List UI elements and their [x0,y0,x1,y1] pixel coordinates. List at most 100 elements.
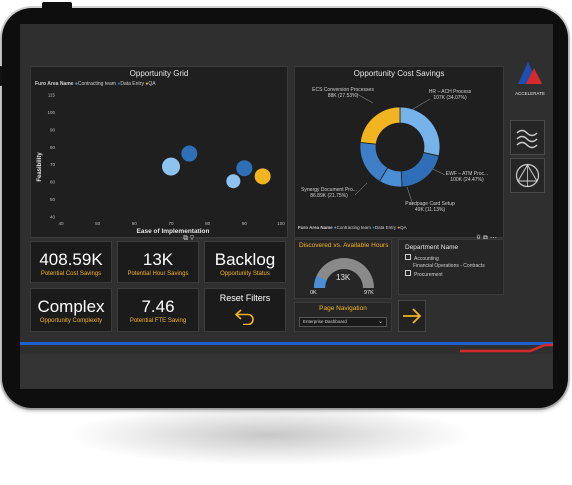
checkbox-icon[interactable] [405,270,411,276]
kpi-status: Backlog Opportunity Status [204,241,286,283]
footer-band [20,354,553,389]
x-tick-label: 70 [168,221,174,226]
reset-filters-button[interactable]: Reset Filters [204,288,286,332]
slice-label: EWF – ATM Proc... [446,171,488,177]
filter-icon[interactable]: ⊽ [476,235,481,242]
checkbox-icon[interactable] [405,254,411,260]
x-tick-label: 100 [277,221,285,226]
legend-dot-icon: ● [372,225,375,230]
device-shadow [70,405,470,465]
opportunity-grid-title: Opportunity Grid [129,69,189,78]
volume-button [0,66,2,86]
donut-legend-item: Data Entry [374,225,397,230]
navigation-selected: Enterprise Dashboard [303,319,347,324]
brand-name: ACCELERATE [515,91,545,96]
network-icon [515,163,540,188]
hours-gauge-panel: Discovered vs. Available Hours 13K 0K 97… [294,239,392,299]
legend-dot-icon: ● [397,225,401,230]
x-tick-label: 90 [242,221,248,226]
department-option[interactable]: Accounting [405,254,485,263]
donut-slice[interactable] [359,106,401,145]
dashboard-screen: Opportunity Grid Furo Area Name ●Contrac… [20,24,553,389]
slice-label: ECS Conversion Processes [312,87,374,93]
leader-line [406,186,414,206]
department-slicer: Department Name Accounting Financial Ope… [398,239,504,295]
department-option[interactable]: Procurement [405,270,485,279]
x-tick-label: 60 [132,221,138,226]
red-stripe [460,340,553,353]
grid-legend-title: Furo Area Name [35,81,74,87]
grid-legend: Furo Area Name ●Contracting team ●Data E… [35,81,156,87]
slice-value: 88K (27.53%) [328,93,359,99]
focus-icon[interactable]: ⧉ [183,235,189,242]
filter-icon[interactable]: ⊽ [190,235,195,242]
legend-dot-icon: ● [117,81,121,87]
slice-label: HR – ACH Process [429,89,472,95]
kpi-label: Potential FTE Saving [129,318,187,324]
power-button [42,2,72,8]
blue-stripe [20,342,553,345]
y-tick-label: 50 [50,197,56,202]
cost-savings-donut: ECS Conversion Processes 88K (27.53%) HR… [301,87,488,213]
more-icon[interactable]: ⋯ [196,235,203,242]
arrow-right-icon [403,308,422,324]
y-tick-label: 60 [50,180,56,185]
legend-dot-icon: ● [74,81,78,87]
kpi-label: Opportunity Status [220,271,270,277]
kpi-label: Potential Cost Savings [40,271,102,277]
department-option-label[interactable]: Financial Operations - Contracts [413,263,485,269]
waves-button[interactable] [510,120,545,155]
reset-label: Reset Filters [219,293,271,303]
opportunity-grid-plot: 40 50 60 70 80 90 100 115 100 90 80 70 60 50 40 Feasib… [37,93,285,236]
focus-icon[interactable]: ⧉ [483,235,488,242]
waves-icon [516,129,538,149]
accelerate-logo: ACCELERATE [512,60,548,96]
donut-slice[interactable] [399,106,441,157]
kpi-value: 13K [142,250,174,269]
kpi-value: 408.59K [39,250,103,269]
slice-label: Paedpage Card Setup [405,201,455,207]
slice-value: 107K (34.07%) [433,95,467,101]
y-tick-label: 70 [50,162,56,167]
kpi-complexity: Complex Opportunity Complexity [30,288,112,332]
navigation-title: Page Navigation [319,305,367,312]
more-icon[interactable]: ⋯ [490,235,497,242]
kpi-value: Backlog [214,250,276,269]
slice-value: 49K (11.13%) [415,207,446,213]
leader-line [354,182,368,196]
scatter-point[interactable] [236,160,253,177]
leader-line [354,92,374,104]
leader-line [412,98,431,110]
scatter-point[interactable] [254,168,271,185]
gauge-arc [314,258,374,288]
department-list: Accounting Financial Operations - Contra… [405,254,485,279]
grid-toolbar: ⧉ ⊽ ⋯ [183,235,203,243]
donut-slice[interactable] [400,151,440,188]
donut-legend-item: Contracting team [336,225,371,230]
donut-toolbar: ⊽ ⧉ ⋯ [476,234,497,243]
slice-value: 100K (24.47%) [450,177,484,183]
chevron-down-icon: ⌄ [377,319,383,325]
y-tick-label: 100 [47,110,55,115]
grid-legend-item: QA [148,81,156,87]
donut-legend-item: QA [400,225,407,230]
legend-dot-icon: ● [333,225,337,230]
kpi-label: Opportunity Complexity [39,318,103,324]
y-tick-label: 90 [50,127,56,132]
scatter-point[interactable] [162,157,180,176]
page-navigation-select[interactable]: Enterprise Dashboard ⌄ [299,317,387,327]
gauge-value: 13K [336,273,351,282]
y-tick-label: 115 [48,93,56,98]
scatter-point[interactable] [226,174,241,189]
donut-legend-title: Furo Area Name [298,225,333,230]
x-tick-label: 40 [58,221,64,226]
cost-savings-panel[interactable]: Opportunity Cost Savings ECS Conversion … [294,66,504,242]
x-tick-label: 80 [205,221,211,226]
undo-icon [234,309,254,326]
next-page-button[interactable] [398,300,426,332]
kpi-cost-savings: 408.59K Potential Cost Savings [30,241,112,283]
network-button[interactable] [510,158,545,193]
scatter-point[interactable] [181,145,198,162]
opportunity-grid-panel[interactable]: Opportunity Grid Furo Area Name ●Contrac… [30,66,288,242]
page-navigation-panel: Page Navigation Enterprise Dashboard ⌄ [294,302,392,332]
